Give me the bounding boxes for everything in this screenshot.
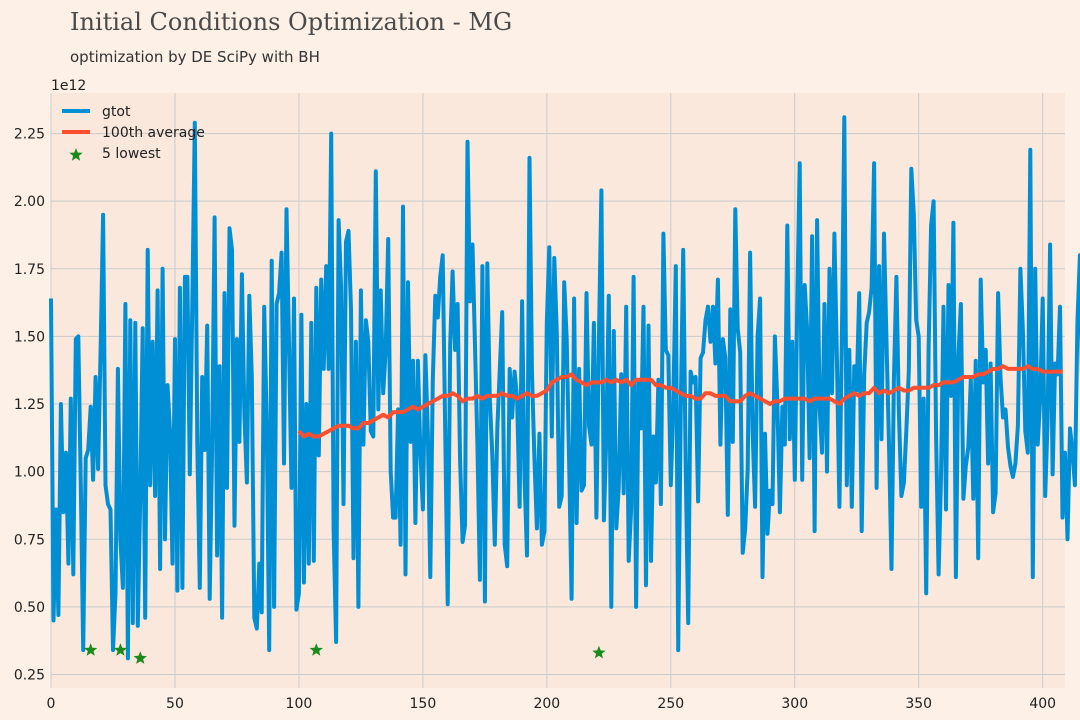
x-tick-label: 50 <box>166 696 184 712</box>
lowest-point-marker <box>113 643 128 656</box>
chart-title: Initial Conditions Optimization - MG <box>70 8 513 36</box>
x-axis-ticks: 0 50 100 150 200 250 300 350 400 <box>47 696 1057 712</box>
x-tick-label: 150 <box>410 696 437 712</box>
y-tick-label: 1.00 <box>14 465 45 481</box>
y-tick-label: 0.50 <box>14 600 45 616</box>
lowest-point-marker <box>309 643 323 656</box>
chart-subtitle: optimization by DE SciPy with BH <box>70 48 320 66</box>
legend-swatch <box>69 148 83 161</box>
lowest-point-marker <box>592 645 606 659</box>
x-tick-label: 300 <box>781 696 808 712</box>
series-line-gtot <box>49 115 1080 661</box>
x-tick-label: 400 <box>1029 696 1056 712</box>
y-tick-label: 1.50 <box>14 329 45 345</box>
x-tick-label: 350 <box>905 696 932 712</box>
legend-label: gtot <box>102 104 131 120</box>
y-tick-label: 2.25 <box>14 127 45 143</box>
legend-label: 100th average <box>102 125 205 141</box>
legend: gtot 100th average 5 lowest <box>62 104 205 162</box>
series-line-100th-average <box>297 364 1063 439</box>
y-tick-label: 0.75 <box>14 532 45 548</box>
y-tick-label: 1.75 <box>14 262 45 278</box>
y-tick-label: 1.25 <box>14 397 45 413</box>
legend-label: 5 lowest <box>102 146 161 162</box>
y-axis-offset-label: 1e12 <box>51 78 86 94</box>
y-tick-label: 0.25 <box>14 667 45 683</box>
x-tick-label: 200 <box>533 696 560 712</box>
x-tick-label: 250 <box>657 696 684 712</box>
lowest-point-marker <box>84 643 98 656</box>
y-tick-label: 2.00 <box>14 194 45 210</box>
y-axis-ticks: 0.25 0.50 0.75 1.00 1.25 1.50 1.75 2.00 2.25 <box>14 127 45 684</box>
x-tick-label: 0 <box>47 696 56 712</box>
x-tick-label: 100 <box>286 696 313 712</box>
lowest-point-marker <box>133 651 147 664</box>
series-layer <box>49 115 1080 664</box>
